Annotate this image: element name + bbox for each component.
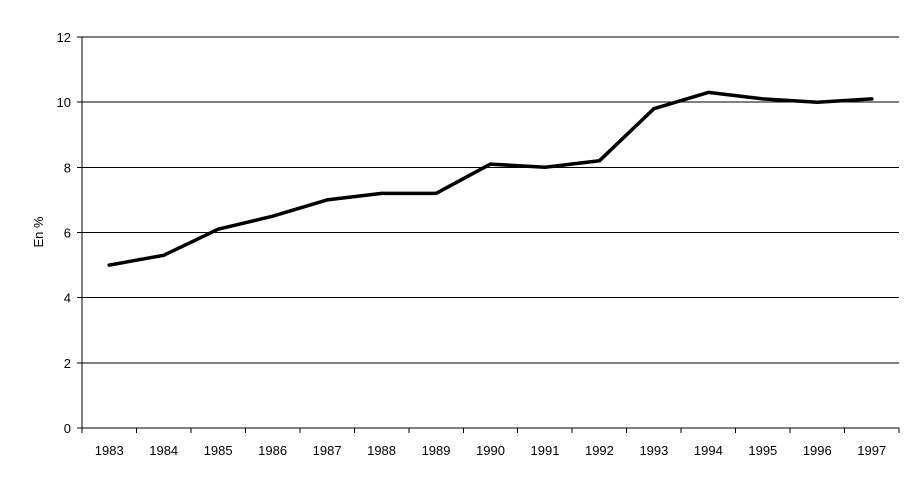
y-tick-label: 12: [57, 30, 71, 45]
y-tick-label: 2: [64, 356, 71, 371]
series-layer: [107, 90, 874, 267]
x-tick-label: 1993: [639, 443, 668, 458]
axes: [77, 36, 900, 433]
x-tick-label: 1983: [95, 443, 124, 458]
y-tick-label: 10: [57, 95, 71, 110]
y-tick-labels: 0 2 4 6 8 10 12: [57, 30, 71, 436]
y-tick-label: 0: [64, 421, 71, 436]
x-tick-label: 1988: [367, 443, 396, 458]
x-tick-label: 1987: [313, 443, 342, 458]
x-tick-label: 1984: [149, 443, 178, 458]
y-tick-label: 4: [64, 291, 71, 306]
x-tick-label: 1995: [748, 443, 777, 458]
y-tick-label: 6: [64, 226, 71, 241]
x-tick-labels: 1983 1984 1985 1986 1987 1988 1989 1990 1991 1992…: [95, 443, 886, 458]
x-tick-label: 1996: [803, 443, 832, 458]
x-tick-label: 1997: [857, 443, 886, 458]
x-tick-label: 1991: [531, 443, 560, 458]
x-tick-label: 1985: [204, 443, 233, 458]
x-tick-label: 1986: [258, 443, 287, 458]
x-tick-label: 1994: [694, 443, 723, 458]
x-tick-label: 1989: [422, 443, 451, 458]
y-tick-label: 8: [64, 160, 71, 175]
series-line: [107, 90, 874, 267]
x-tick-label: 1992: [585, 443, 614, 458]
x-tick-label: 1990: [476, 443, 505, 458]
y-axis-label: En %: [31, 216, 46, 248]
gridlines: [82, 36, 899, 364]
